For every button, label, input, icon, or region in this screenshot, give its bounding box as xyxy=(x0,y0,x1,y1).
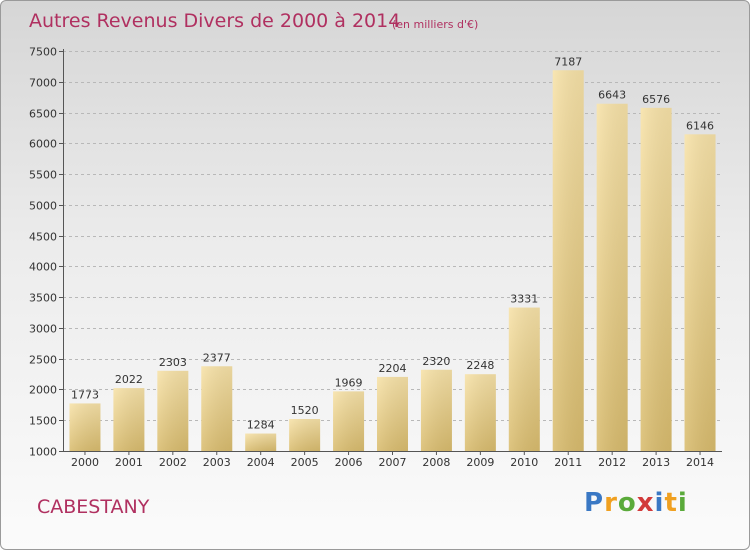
y-tick-label: 4000 xyxy=(29,261,57,274)
bar-shade xyxy=(552,70,584,451)
data-label: 2303 xyxy=(159,356,187,369)
bar-shade xyxy=(640,107,672,451)
x-tick-label: 2002 xyxy=(159,456,187,469)
bar-shade xyxy=(596,103,628,451)
x-tick-label: 2001 xyxy=(115,456,143,469)
bar-shade xyxy=(333,391,365,451)
chart-subtitle: (en milliers d'€) xyxy=(392,18,479,31)
data-label: 3331 xyxy=(510,293,538,306)
x-tick-label: 2008 xyxy=(422,456,450,469)
data-label: 2377 xyxy=(203,351,231,364)
x-tick-label: 2006 xyxy=(335,456,363,469)
proxiti-logo[interactable]: Proxiti xyxy=(584,488,688,518)
y-tick-label: 2500 xyxy=(29,354,57,367)
y-tick-label: 3000 xyxy=(29,323,57,336)
y-tick-label: 3500 xyxy=(29,292,57,305)
data-label: 1773 xyxy=(71,388,99,401)
x-tick-label: 2010 xyxy=(510,456,538,469)
bar-shade xyxy=(377,376,408,451)
data-label: 1520 xyxy=(291,404,319,417)
data-label: 7187 xyxy=(554,55,582,68)
data-label: 6643 xyxy=(598,89,626,102)
bar-shade xyxy=(508,307,540,451)
y-tick-label: 2000 xyxy=(29,384,57,397)
data-label: 6576 xyxy=(642,93,670,106)
city-name: CABESTANY xyxy=(37,496,150,518)
x-tick-label: 2013 xyxy=(642,456,670,469)
x-tick-label: 2000 xyxy=(71,456,99,469)
x-tick-label: 2007 xyxy=(379,456,407,469)
bar-shade xyxy=(113,388,145,451)
bar-shade xyxy=(464,374,496,451)
data-label: 1284 xyxy=(247,419,275,432)
x-tick-label: 2004 xyxy=(247,456,275,469)
y-tick-label: 6000 xyxy=(29,138,57,151)
x-tick-label: 2014 xyxy=(686,456,714,469)
y-tick-label: 5000 xyxy=(29,200,57,213)
y-tick-label: 6500 xyxy=(29,108,57,121)
bar-shade xyxy=(157,370,189,451)
chart-title: Autres Revenus Divers de 2000 à 2014 xyxy=(29,10,401,32)
data-label: 2248 xyxy=(466,359,494,372)
y-tick-label: 4500 xyxy=(29,231,57,244)
data-label: 2022 xyxy=(115,373,143,386)
labels: 1000 1500 2000 2500 3000 3500 4000 4500 5000 5500… xyxy=(29,46,714,470)
y-tick-label: 1000 xyxy=(29,446,57,459)
y-tick-label: 7500 xyxy=(29,46,57,59)
x-tick-label: 2011 xyxy=(554,456,582,469)
y-tick-label: 7000 xyxy=(29,77,57,90)
x-tick-label: 2005 xyxy=(291,456,319,469)
bar-shade xyxy=(420,369,452,451)
bar-shade xyxy=(289,419,321,451)
data-label: 1969 xyxy=(335,376,363,389)
bars xyxy=(69,70,716,452)
data-label: 2320 xyxy=(422,355,450,368)
y-tick-label: 5500 xyxy=(29,169,57,182)
x-tick-label: 2012 xyxy=(598,456,626,469)
data-label: 6146 xyxy=(686,119,714,132)
x-tick-label: 2003 xyxy=(203,456,231,469)
y-tick-label: 1500 xyxy=(29,415,57,428)
bar-shade xyxy=(245,433,277,451)
bar-shade xyxy=(201,366,233,451)
data-label: 2204 xyxy=(379,362,407,375)
bar-shade xyxy=(69,403,101,451)
axes xyxy=(59,49,722,455)
bar-shade xyxy=(684,134,716,452)
x-tick-label: 2009 xyxy=(466,456,494,469)
